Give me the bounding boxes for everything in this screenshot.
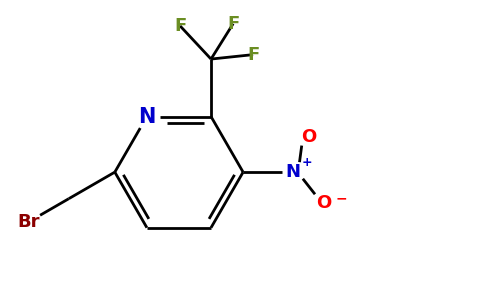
Text: F: F (247, 46, 259, 64)
Text: Br: Br (17, 213, 40, 231)
Text: F: F (227, 15, 239, 33)
Text: N: N (286, 163, 301, 181)
Text: −: − (336, 192, 348, 206)
Text: +: + (302, 156, 313, 169)
Text: F: F (174, 17, 186, 35)
Text: N: N (138, 106, 155, 127)
Text: O: O (316, 194, 332, 212)
Text: O: O (301, 128, 316, 146)
